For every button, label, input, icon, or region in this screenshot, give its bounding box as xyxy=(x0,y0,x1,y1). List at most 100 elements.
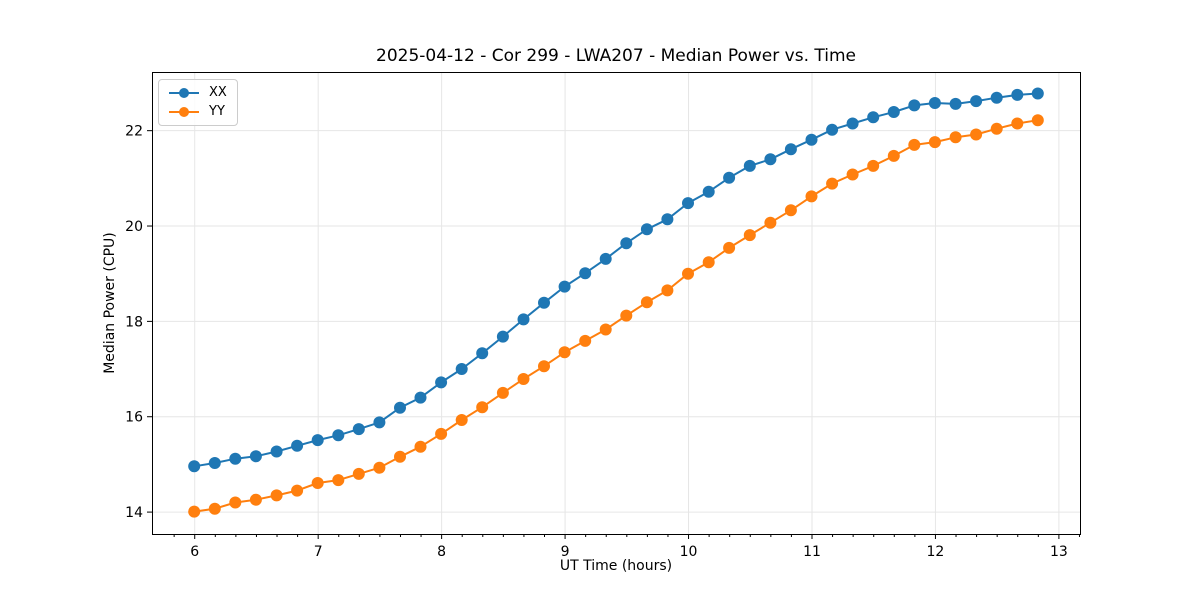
data-point xyxy=(517,313,530,326)
data-point xyxy=(805,190,818,203)
data-point xyxy=(826,177,839,190)
data-point xyxy=(784,204,797,217)
data-point xyxy=(640,223,653,236)
data-point xyxy=(846,168,859,181)
data-point xyxy=(887,149,900,162)
data-point xyxy=(311,477,324,489)
series-line-yy xyxy=(193,119,1039,513)
y-tick-label: 18 xyxy=(125,314,143,330)
data-point xyxy=(455,414,468,426)
data-point xyxy=(1011,117,1024,130)
data-point xyxy=(188,505,201,518)
data-point xyxy=(702,185,715,198)
data-point xyxy=(928,97,941,109)
data-point xyxy=(723,171,736,184)
data-point xyxy=(949,131,962,144)
data-point xyxy=(990,91,1003,104)
series-xx xyxy=(188,87,1044,473)
legend-swatch-yy-icon xyxy=(169,107,199,117)
series-yy xyxy=(188,114,1044,518)
data-point xyxy=(970,95,983,108)
data-point xyxy=(538,360,550,373)
legend-label-xx: XX xyxy=(209,85,227,100)
y-tick-label: 20 xyxy=(125,219,143,235)
data-point xyxy=(661,213,674,226)
data-point xyxy=(558,346,571,359)
data-point xyxy=(311,434,324,447)
data-point xyxy=(373,461,386,474)
legend-label-yy: YY xyxy=(209,104,225,119)
x-tick-label: 11 xyxy=(803,544,821,560)
data-point xyxy=(908,99,921,112)
data-point xyxy=(579,334,592,347)
data-point xyxy=(620,309,633,322)
data-point xyxy=(702,256,715,269)
data-point xyxy=(764,153,777,166)
data-point xyxy=(249,450,262,463)
data-point xyxy=(208,502,221,515)
data-point xyxy=(270,445,283,458)
axis-tick-labels: 6 7 8 9 10 11 12 13 14 16 18 20 22 xyxy=(125,124,1068,560)
data-point xyxy=(496,386,509,399)
data-point xyxy=(764,216,777,229)
data-point xyxy=(414,391,427,404)
data-point xyxy=(229,452,242,465)
legend-item-xx: XX xyxy=(167,85,227,101)
data-point xyxy=(188,460,201,473)
data-point xyxy=(1031,87,1044,100)
chart-title: 2025-04-12 - Cor 299 - LWA207 - Median P… xyxy=(376,46,856,66)
data-point xyxy=(394,401,406,414)
data-point xyxy=(867,159,880,172)
x-tick-label: 8 xyxy=(437,544,446,560)
data-point xyxy=(805,133,818,146)
data-point xyxy=(517,373,530,385)
data-point xyxy=(661,284,674,297)
data-point xyxy=(291,484,304,497)
x-tick-label: 12 xyxy=(927,544,945,560)
data-point xyxy=(682,267,694,280)
data-point xyxy=(352,467,365,480)
legend: XX YY xyxy=(158,79,238,126)
data-point xyxy=(949,97,962,110)
legend-item-yy: YY xyxy=(167,104,227,120)
data-point xyxy=(496,330,509,343)
data-point xyxy=(846,117,859,130)
data-point xyxy=(887,106,900,118)
data-point xyxy=(558,280,571,293)
y-tick-label: 14 xyxy=(125,505,143,521)
data-point xyxy=(435,427,448,440)
data-point xyxy=(291,439,304,452)
data-point xyxy=(723,241,736,254)
x-tick-label: 13 xyxy=(1050,544,1068,560)
legend-swatch-xx-icon xyxy=(169,88,199,98)
data-point xyxy=(908,138,921,151)
data-point xyxy=(538,296,550,309)
data-point xyxy=(435,376,448,389)
data-point xyxy=(249,493,262,506)
data-point xyxy=(352,423,365,436)
data-point xyxy=(826,123,839,136)
data-point xyxy=(640,296,653,309)
axes-frame xyxy=(152,72,1081,535)
data-point xyxy=(476,401,489,414)
data-point xyxy=(229,496,242,509)
data-point xyxy=(784,143,797,156)
data-point xyxy=(599,323,612,336)
x-tick-label: 10 xyxy=(680,544,698,560)
axis-ticks xyxy=(147,130,1080,539)
data-point xyxy=(579,267,592,280)
x-axis-label: UT Time (hours) xyxy=(559,558,673,574)
data-point xyxy=(270,489,283,502)
data-point xyxy=(928,136,941,149)
y-tick-label: 22 xyxy=(125,124,143,140)
data-point xyxy=(332,474,345,487)
data-point xyxy=(599,252,612,265)
data-point xyxy=(1011,88,1024,101)
data-point xyxy=(373,416,386,429)
data-point xyxy=(414,440,427,453)
data-point xyxy=(208,457,221,469)
data-point xyxy=(394,450,406,463)
x-tick-label: 6 xyxy=(190,544,199,560)
y-tick-label: 16 xyxy=(125,410,143,426)
